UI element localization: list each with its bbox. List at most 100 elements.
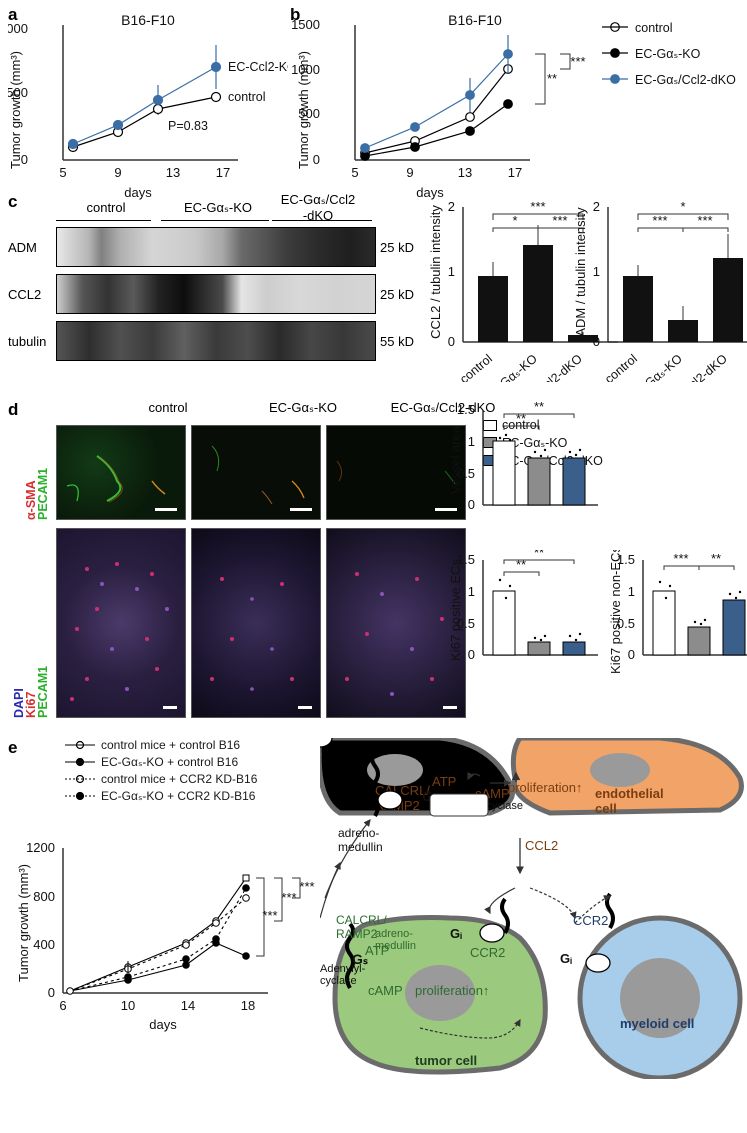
ccl2-sig-12: *** (552, 213, 567, 228)
kn-ytick-2: 1 (628, 584, 635, 599)
row1-label-sma: α-SMA (24, 425, 38, 520)
label-ccr2-tumor: CCR2 (470, 945, 505, 960)
adm-ytick-0: 0 (593, 334, 600, 349)
blot-group-ko: EC-Gαₛ-KO (158, 200, 278, 216)
e-xtick-18: 18 (241, 998, 255, 1013)
e-xlabel: days (149, 1017, 177, 1032)
point-ecccl2ko (154, 96, 163, 105)
legend-e-1: EC-Gαₛ-KO + control B16 (101, 755, 238, 769)
blot-label-adm: ADM (8, 240, 37, 255)
ke-sig-02: ** (534, 550, 544, 560)
label-proliferation-bottom: proliferation↑ (415, 983, 489, 998)
va-ylabel-l1: Vessel area (448, 425, 463, 494)
sig-dko-vs-ko: ** (547, 71, 557, 86)
panel-b-label: b (290, 5, 300, 25)
point-ko (361, 152, 370, 161)
va-ytick-3: 1.5 (457, 402, 475, 417)
col-title-control: control (103, 400, 233, 415)
sig-dko-vs-control: *** (570, 54, 585, 69)
y-tick-0: 0 (313, 152, 320, 167)
kn-sig-01: *** (673, 551, 688, 566)
e-xtick-14: 14 (181, 998, 195, 1013)
adm-cat0: control (602, 352, 640, 382)
blot-group-dko: EC-Gαₛ/Ccl2 -dKO (263, 192, 373, 223)
point-ecccl2ko (69, 140, 78, 149)
ke-ytick-0: 0 (468, 647, 475, 662)
panel-e-chart: 1200 800 400 0 Tumor growth (mm³) 6 10 1… (8, 833, 328, 1133)
adm-ytick-1: 1 (593, 264, 600, 279)
blot-label-ccl2: CCL2 (8, 287, 41, 302)
adm-sig-12: *** (697, 213, 712, 228)
mw-adm: 25 kD (380, 240, 414, 255)
point-ko (466, 127, 475, 136)
panel-c: c control EC-Gαₛ-KO EC-Gαₛ/Ccl2 -dKO ADM… (8, 192, 738, 397)
e-sig-2: *** (299, 879, 314, 894)
legend-dko: EC-Gαₛ/Ccl2-dKO (635, 73, 736, 87)
ccl2-cat1: EC-Gαₛ-KO (481, 351, 540, 382)
panel-b-title: B16-F10 (448, 12, 502, 28)
image-row1-control (56, 425, 186, 520)
legend-e-0: control mice + control B16 (101, 738, 240, 752)
ke-sig-01: ** (516, 557, 526, 572)
kn-ytick-0: 0 (628, 647, 635, 662)
adm-sig-02: * (680, 199, 685, 214)
blot-group-control: control (56, 200, 156, 215)
chart-vessel-area: 1.5 1 0.5 0 Vessel area (relative to con… (448, 400, 668, 530)
va-ytick-2: 1 (468, 434, 475, 449)
label-adrenomedullin-inner: adreno- medullin (375, 928, 416, 952)
panel-e-label: e (8, 738, 17, 758)
label-control: control (228, 90, 266, 104)
label-adenylylcyclase-bottom: Adenylyl- cyclase (320, 963, 365, 987)
series-e1 (70, 943, 246, 991)
ccl2-cat0: control (457, 352, 495, 382)
mw-ccl2: 25 kD (380, 287, 414, 302)
x-tick-13: 13 (458, 165, 472, 180)
adm-ytick-2: 2 (593, 199, 600, 214)
e-ytick-0: 0 (48, 985, 55, 1000)
point-control (212, 93, 221, 102)
point-dko (361, 144, 370, 153)
point-control (466, 113, 475, 122)
legend-e-2: control mice + CCR2 KD-B16 (101, 772, 257, 786)
row2-label-dapi: DAPI (12, 528, 26, 718)
legend-e-3: EC-Gαₛ-KO + CCR2 KD-B16 (101, 789, 255, 803)
row1-label-pecam1: PECAM1 (36, 425, 50, 520)
col-title-ko: EC-Gαₛ-KO (238, 400, 368, 416)
x-tick-17: 17 (216, 165, 230, 180)
point-ko (411, 143, 420, 152)
ccl2-ytick-1: 1 (448, 264, 455, 279)
image-row1-ko (191, 425, 321, 520)
x-tick-17: 17 (508, 165, 522, 180)
ccl2-sig-01: * (512, 213, 517, 228)
image-row2-dko (326, 528, 466, 718)
panel-e: e control mice + control B16 EC-Gαₛ-KO +… (8, 738, 328, 1078)
panel-e-legend: control mice + control B16 EC-Gαₛ-KO + c… (63, 738, 333, 806)
ccl2-ylabel-l1: CCL2 / tubulin intensity (428, 205, 443, 339)
image-row2-ko (191, 528, 321, 718)
label-camp-bottom: cAMP (368, 983, 403, 998)
va-sig-01: ** (516, 411, 526, 426)
point-ecccl2ko (212, 63, 221, 72)
ccl2-sig-02: *** (530, 199, 545, 214)
chart-adm: 2 1 0 ADM / tubulin intensity (fold chan… (573, 192, 747, 382)
series-dko-line (365, 54, 508, 148)
e-ylabel: Tumor growth (mm³) (16, 864, 31, 982)
e-xtick-10: 10 (121, 998, 135, 1013)
panel-a-title: B16-F10 (121, 12, 175, 28)
e-ytick-400: 400 (33, 937, 55, 952)
point-ecccl2ko (114, 121, 123, 130)
panel-d: d control EC-Gαₛ-KO EC-Gαₛ/Ccl2-dKO PECA… (8, 400, 738, 730)
ccl2-ytick-0: 0 (448, 334, 455, 349)
panel-a-label: a (8, 5, 17, 25)
panel-b: b B16-F10 1500 1000 500 0 Tumor growth (… (290, 5, 747, 210)
label-tumor-cell: tumor cell (415, 1053, 477, 1068)
kn-ylabel-l1: Ki67 positive non-ECs (608, 550, 623, 674)
row2-label-pecam1: PECAM1 (36, 528, 50, 718)
point-ko (504, 100, 513, 109)
x-tick-9: 9 (114, 165, 121, 180)
label-gi-myeloid: Gᵢ (560, 951, 572, 966)
label-myeloid-cell: myeloid cell (620, 1016, 694, 1031)
panel-d-label: d (8, 400, 18, 420)
adm-ylabel-l1: ADM / tubulin intensity (573, 207, 588, 337)
